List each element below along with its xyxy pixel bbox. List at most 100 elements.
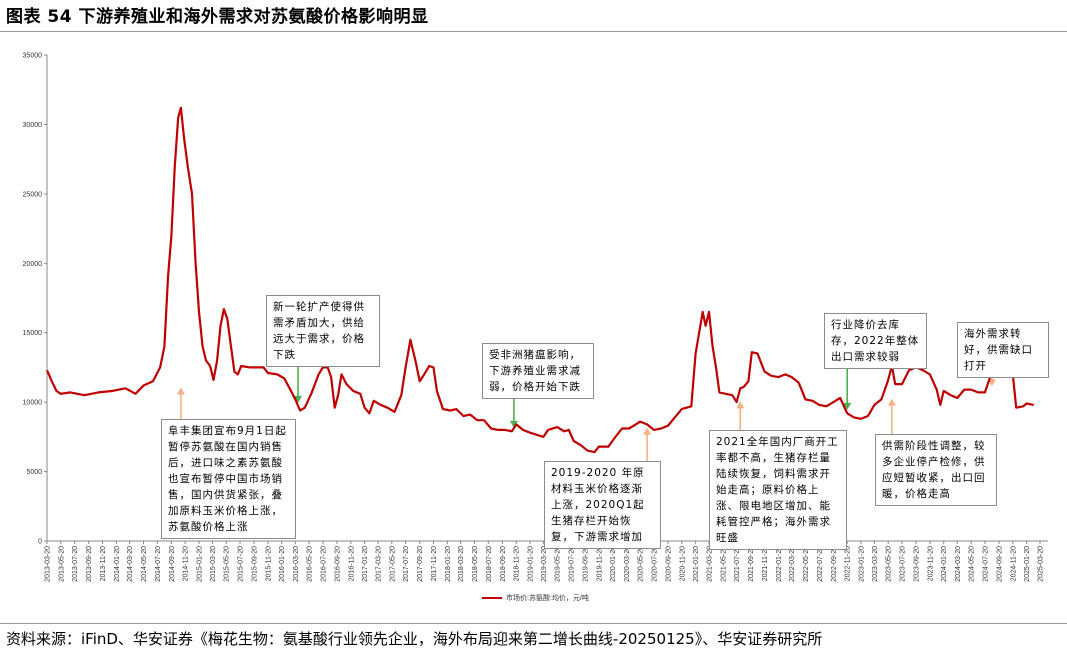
x-tick-label: 2020-05-20 [638,546,645,582]
x-tick-label: 2013-11-20 [100,546,107,581]
x-tick-label: 2023-01-20 [859,546,866,582]
price-line-chart: 0 5000 10000 15000 20000 25000 30000 35000 2013… [23,53,1048,582]
y-tick-label: 5000 [26,469,42,476]
x-tick-label: 2018-03-20 [458,546,465,582]
annotation-arrow-head [176,387,185,395]
x-tick-label: 2016-05-20 [307,546,314,582]
x-tick-label: 2019-03-20 [541,546,548,582]
x-tick-label: 2013-07-20 [72,546,79,582]
annotation-fufeng-suspension: 阜丰集团宣布9月1日起暂停苏氨酸在国内销售后，进口味之素苏氨酸也宣布暂停中国市场… [161,419,296,539]
x-tick-label: 2020-09-20 [665,546,672,582]
x-tick-label: 2015-03-20 [210,546,217,582]
x-tick-label: 2018-11-20 [514,546,521,581]
annotation-2024-overseas: 海外需求转好，供需缺口打开 [957,322,1049,378]
annotation-arrow-head [643,427,652,435]
x-tick-label: 2021-09-20 [748,546,755,582]
x-tick-label: 2013-03-20 [45,546,52,582]
x-tick-label: 2020-11-20 [679,546,686,581]
x-tick-label: 2019-11-20 [596,546,603,581]
x-tick-label: 2021-01-20 [693,546,700,582]
annotation-oversupply: 新一轮扩产使得供需矛盾加大，供给远大于需求，价格下跌 [266,295,380,367]
y-tick-label: 30000 [23,122,43,129]
x-tick-label: 2017-03-20 [376,546,383,582]
x-tick-label: 2016-11-20 [348,546,355,581]
x-tick-label: 2017-07-20 [403,546,410,582]
x-tick-label: 2022-03-20 [789,546,796,582]
x-tick-label: 2020-07-20 [651,546,658,582]
annotation-arrow-head [987,379,996,387]
x-tick-label: 2019-09-20 [583,546,590,582]
y-tick-label: 25000 [23,191,43,198]
annotation-arrow-head [736,401,745,409]
x-tick-label: 2018-01-20 [445,546,452,582]
x-tick-label: 2023-05-20 [886,546,893,582]
annotation-2019-2020: 2019-2020 年原材料玉米价格逐渐上涨，2020Q1起生猪存栏开始恢复，下… [544,461,661,549]
annotation-2023-adjust: 供需阶段性调整，较多企业停产检修，供应短暂收紧，出口回暖，价格走高 [875,434,997,506]
x-tick-label: 2013-05-20 [58,546,65,582]
x-tick-label: 2018-09-20 [500,546,507,582]
x-tick-label: 2023-03-20 [872,546,879,582]
y-tick-label: 15000 [23,330,43,337]
x-tick-label: 2017-09-20 [417,546,424,582]
x-tick-label: 2014-03-20 [127,546,134,582]
x-tick-label: 2014-01-20 [114,546,121,582]
x-tick-label: 2024-05-20 [969,546,976,582]
source-note: 资料来源：iFinD、华安证券《梅花生物：氨基酸行业领先企业，海外布局迎来第二增… [6,630,823,648]
x-tick-label: 2015-07-20 [238,546,245,582]
legend-swatch [482,597,502,599]
x-tick-label: 2024-01-20 [941,546,948,582]
source-divider [0,623,1067,624]
x-tick-label: 2015-09-20 [252,546,259,582]
legend: 市场价:苏氨酸:均价，元/吨 [482,593,589,603]
annotation-arrow-head [294,395,303,403]
x-tick-label: 2023-07-20 [900,546,907,582]
x-tick-label: 2022-11-20 [845,546,852,581]
x-tick-label: 2015-05-20 [224,546,231,582]
x-tick-label: 2018-07-20 [486,546,493,582]
x-tick-label: 2014-11-20 [183,546,190,581]
annotation-arrow-head [887,398,896,406]
annotation-2022-destock: 行业降价去库存，2022年整体出口需求较弱 [824,313,927,369]
x-tick-label: 2019-01-20 [528,546,535,582]
x-tick-label: 2016-07-20 [320,546,327,582]
x-tick-label: 2015-11-20 [265,546,272,581]
y-tick-label: 35000 [23,53,43,60]
x-tick-label: 2021-03-20 [707,546,714,582]
y-tick-label: 10000 [23,400,43,407]
x-tick-label: 2022-01-20 [776,546,783,582]
x-tick-label: 2024-11-20 [1010,546,1017,581]
annotation-arrow-head [509,420,518,428]
x-tick-label: 2025-03-20 [1038,546,1045,582]
x-tick-label: 2024-07-20 [982,546,989,582]
annotation-african-swine-fever: 受非洲猪瘟影响，下游养殖业需求减弱，价格开始下跌 [482,343,594,399]
y-tick-label: 0 [38,539,42,546]
x-tick-label: 2023-09-20 [914,546,921,582]
x-tick-label: 2020-01-20 [610,546,617,582]
x-tick-label: 2017-11-20 [431,546,438,581]
x-tick-label: 2016-03-20 [293,546,300,582]
x-tick-label: 2014-09-20 [169,546,176,582]
x-tick-label: 2017-05-20 [389,546,396,582]
x-tick-label: 2016-09-20 [334,546,341,582]
x-tick-label: 2015-01-20 [197,546,204,582]
x-tick-label: 2022-09-20 [831,546,838,582]
series-line [45,106,1034,454]
x-tick-label: 2016-01-20 [279,546,286,582]
x-tick-label: 2021-07-20 [734,546,741,582]
x-tick-label: 2014-05-20 [141,546,148,582]
x-tick-label: 2024-03-20 [955,546,962,582]
x-tick-label: 2014-07-20 [155,546,162,582]
x-tick-label: 2024-09-20 [996,546,1003,582]
title-divider [0,31,1067,32]
x-tick-label: 2021-11-20 [762,546,769,581]
x-tick-label: 2023-11-20 [927,546,934,581]
x-tick-label: 2021-05-20 [720,546,727,582]
x-tick-label: 2020-03-20 [624,546,631,582]
x-tick-label: 2022-05-20 [803,546,810,582]
y-tick-label: 20000 [23,261,43,268]
legend-label: 市场价:苏氨酸:均价，元/吨 [506,595,589,602]
x-tick-label: 2017-01-20 [362,546,369,582]
x-tick-label: 2013-09-20 [86,546,93,582]
x-tick-label: 2019-07-20 [569,546,576,582]
annotation-arrow-head [843,402,852,410]
